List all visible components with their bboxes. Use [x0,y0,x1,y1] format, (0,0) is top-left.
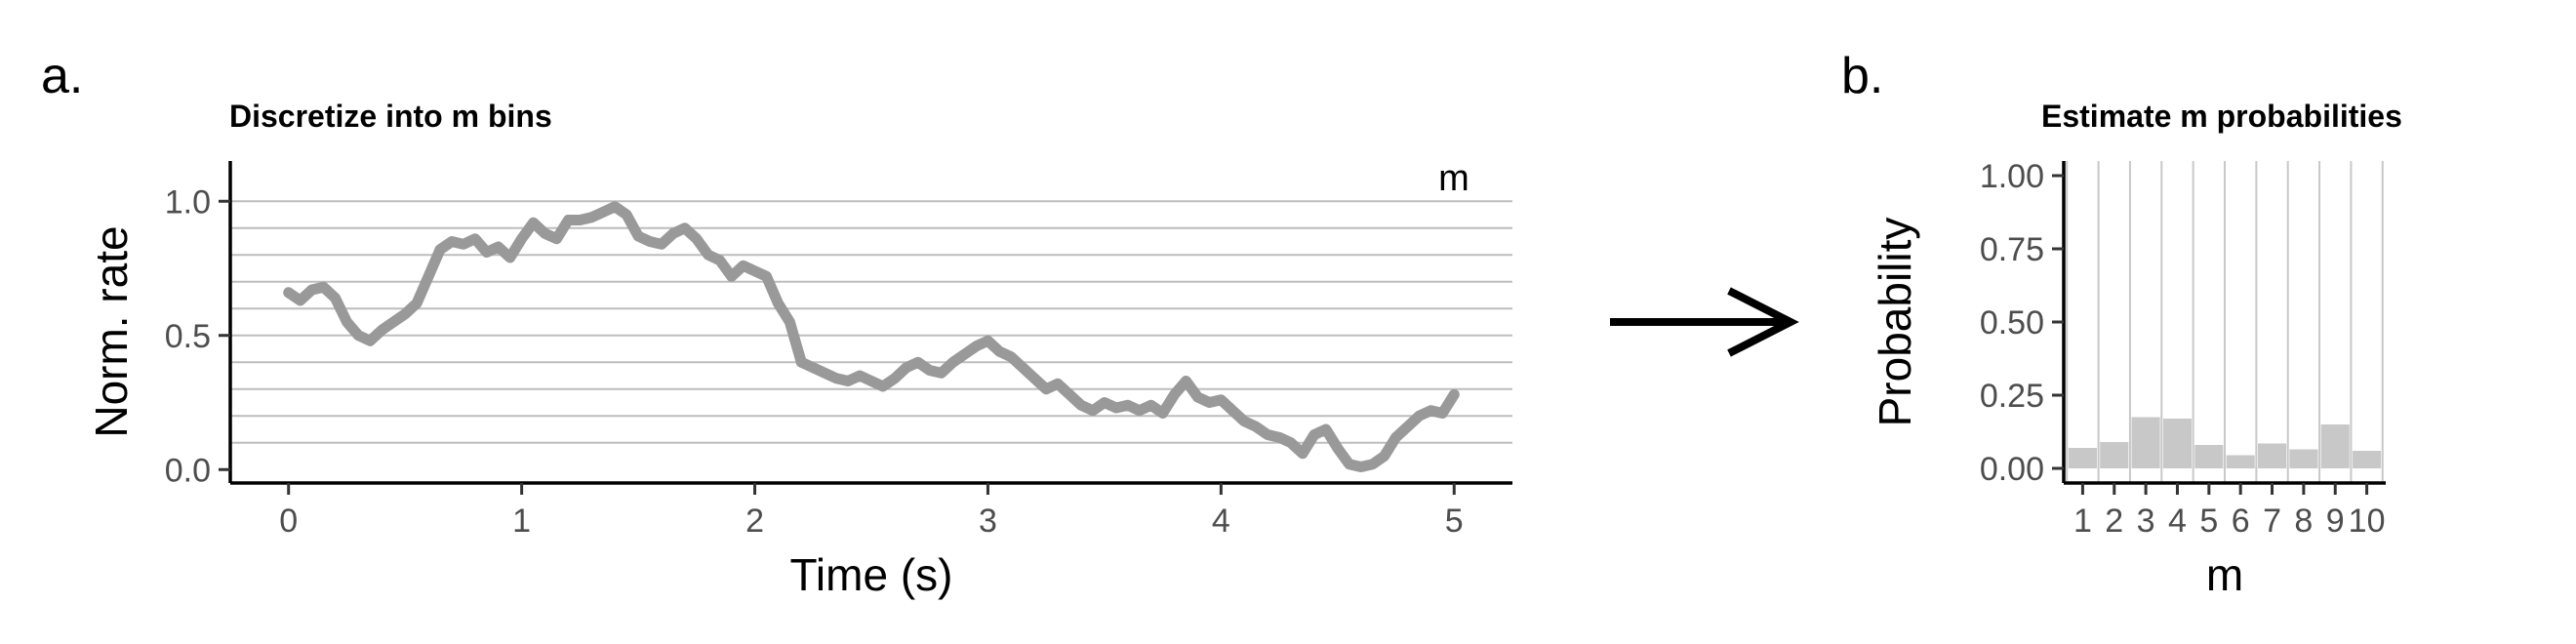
y-tick-label: 0.5 [165,318,211,355]
y-tick-label: 1.00 [1980,158,2044,195]
bar-6 [2226,455,2255,468]
x-tick-label: 4 [1212,503,1230,540]
bar-chart-grid [2066,161,2384,483]
x-tick-label: 7 [2263,503,2281,540]
x-tick-label: 5 [2199,503,2218,540]
x-tick-label: 1 [512,503,531,540]
x-tick-label: 10 [2349,503,2386,540]
line-chart-x-title: Time (s) [790,549,953,600]
panel-label-b: b. [1841,48,1883,104]
x-tick-label: 2 [2105,503,2123,540]
bar-10 [2353,451,2382,468]
probability-bars [2068,417,2382,468]
x-tick-label: 1 [2073,503,2092,540]
bin-lines [230,200,1512,444]
bar-chart-panel: Estimate m probabilities 0.00 0.25 0.50 0.7… [1870,99,2402,600]
bar-chart-x-ticks: 1 2 3 4 5 6 7 8 9 10 [2073,483,2386,540]
y-tick-label: 0.0 [165,452,211,489]
x-tick-label: 4 [2168,503,2187,540]
y-tick-label: 0.00 [1980,451,2044,488]
y-tick-label: 0.50 [1980,304,2044,342]
bar-9 [2320,424,2350,468]
bar-chart-y-title: Probability [1870,218,1920,427]
bar-chart-title: Estimate m probabilities [2041,99,2402,134]
x-tick-label: 8 [2294,503,2313,540]
line-chart-title: Discretize into m bins [229,99,552,134]
line-chart-y-ticks: 0.0 0.5 1.0 [165,183,230,489]
y-tick-label: 1.0 [165,183,211,221]
bar-5 [2194,445,2224,468]
line-chart-x-ticks: 0 1 2 3 4 5 [279,483,1464,540]
x-tick-label: 3 [2137,503,2155,540]
bar-1 [2068,448,2097,468]
line-chart-y-title: Norm. rate [86,225,137,437]
right-arrow-icon [1610,287,1799,357]
bar-3 [2131,417,2160,468]
bar-2 [2100,442,2129,468]
bar-8 [2289,449,2318,468]
bar-4 [2162,419,2193,468]
panel-label-a: a. [41,48,83,104]
x-tick-label: 2 [745,503,764,540]
bar-chart-x-title: m [2206,549,2243,600]
bins-annotation: m [1438,158,1469,199]
x-tick-label: 5 [1445,503,1464,540]
y-tick-label: 0.25 [1980,378,2044,415]
x-tick-label: 3 [979,503,997,540]
rate-series-line [283,201,1460,472]
x-tick-label: 9 [2326,503,2345,540]
y-tick-label: 0.75 [1980,231,2044,268]
bar-7 [2257,443,2287,468]
x-tick-label: 0 [279,503,298,540]
x-tick-label: 6 [2232,503,2250,540]
bar-chart-y-ticks: 0.00 0.25 0.50 0.75 1.00 [1980,158,2064,488]
